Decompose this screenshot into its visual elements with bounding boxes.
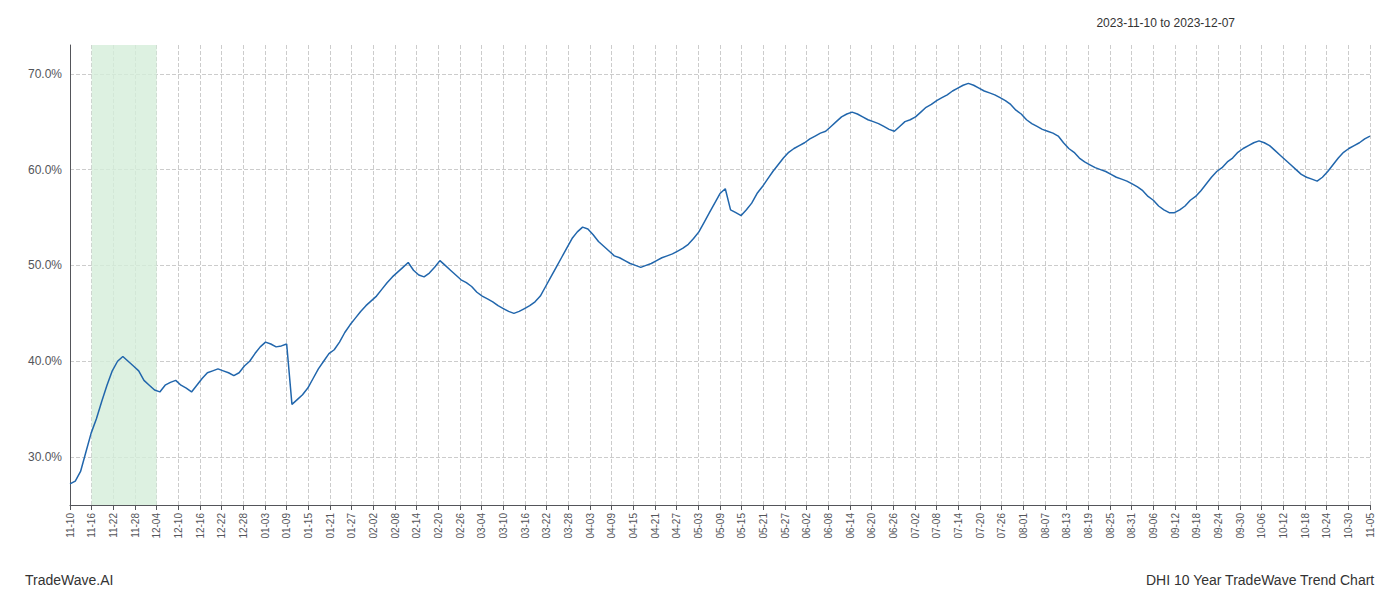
svg-text:05-21: 05-21 xyxy=(758,513,769,539)
svg-text:50.0%: 50.0% xyxy=(28,258,62,272)
svg-text:01-15: 01-15 xyxy=(303,513,314,539)
svg-text:05-09: 05-09 xyxy=(715,513,726,539)
svg-text:04-27: 04-27 xyxy=(671,513,682,539)
svg-text:10-06: 10-06 xyxy=(1256,513,1267,539)
svg-text:11-28: 11-28 xyxy=(130,513,141,538)
svg-text:08-07: 08-07 xyxy=(1040,513,1051,539)
svg-text:03-16: 03-16 xyxy=(520,513,531,539)
svg-text:07-20: 07-20 xyxy=(975,513,986,539)
svg-text:07-02: 07-02 xyxy=(910,513,921,539)
svg-text:DHI 10 Year TradeWave Trend Ch: DHI 10 Year TradeWave Trend Chart xyxy=(1146,572,1374,588)
svg-text:05-15: 05-15 xyxy=(736,513,747,539)
svg-text:05-27: 05-27 xyxy=(780,513,791,539)
svg-text:09-06: 09-06 xyxy=(1148,513,1159,539)
svg-text:08-25: 08-25 xyxy=(1105,513,1116,539)
svg-text:10-30: 10-30 xyxy=(1343,513,1354,539)
svg-text:03-10: 03-10 xyxy=(498,513,509,539)
svg-text:08-01: 08-01 xyxy=(1018,513,1029,539)
svg-text:06-02: 06-02 xyxy=(801,513,812,539)
svg-text:TradeWave.AI: TradeWave.AI xyxy=(25,572,113,588)
svg-text:70.0%: 70.0% xyxy=(28,67,62,81)
svg-text:03-28: 03-28 xyxy=(563,513,574,539)
svg-text:11-16: 11-16 xyxy=(86,513,97,538)
svg-text:06-14: 06-14 xyxy=(845,513,856,539)
svg-text:06-20: 06-20 xyxy=(866,513,877,539)
svg-text:07-08: 07-08 xyxy=(931,513,942,539)
svg-text:01-27: 01-27 xyxy=(346,513,357,539)
svg-text:2023-11-10 to 2023-12-07: 2023-11-10 to 2023-12-07 xyxy=(1096,16,1235,30)
svg-text:03-04: 03-04 xyxy=(476,513,487,539)
svg-text:03-22: 03-22 xyxy=(541,513,552,539)
svg-text:08-19: 08-19 xyxy=(1083,513,1094,539)
svg-text:40.0%: 40.0% xyxy=(28,354,62,368)
svg-text:09-12: 09-12 xyxy=(1170,513,1181,539)
svg-text:04-09: 04-09 xyxy=(606,513,617,539)
svg-text:30.0%: 30.0% xyxy=(28,450,62,464)
svg-text:09-24: 09-24 xyxy=(1213,513,1224,539)
svg-text:06-26: 06-26 xyxy=(888,513,899,539)
svg-text:01-09: 01-09 xyxy=(281,513,292,539)
svg-text:02-14: 02-14 xyxy=(411,513,422,539)
svg-text:12-22: 12-22 xyxy=(216,513,227,539)
svg-text:07-26: 07-26 xyxy=(996,513,1007,539)
svg-text:12-10: 12-10 xyxy=(173,513,184,539)
svg-text:04-21: 04-21 xyxy=(650,513,661,539)
svg-text:10-24: 10-24 xyxy=(1321,513,1332,539)
svg-text:10-18: 10-18 xyxy=(1300,513,1311,539)
svg-text:09-30: 09-30 xyxy=(1235,513,1246,539)
svg-text:06-08: 06-08 xyxy=(823,513,834,539)
svg-text:02-02: 02-02 xyxy=(368,513,379,539)
svg-text:09-18: 09-18 xyxy=(1191,513,1202,539)
svg-text:08-13: 08-13 xyxy=(1061,513,1072,539)
svg-text:02-26: 02-26 xyxy=(455,513,466,539)
svg-text:12-28: 12-28 xyxy=(238,513,249,539)
svg-text:10-12: 10-12 xyxy=(1278,513,1289,539)
svg-text:12-04: 12-04 xyxy=(151,513,162,539)
svg-text:07-14: 07-14 xyxy=(953,513,964,539)
svg-text:01-21: 01-21 xyxy=(325,513,336,539)
svg-text:01-03: 01-03 xyxy=(260,513,271,539)
svg-text:11-10: 11-10 xyxy=(65,513,76,538)
svg-text:08-31: 08-31 xyxy=(1126,513,1137,539)
svg-text:12-16: 12-16 xyxy=(195,513,206,539)
svg-text:04-15: 04-15 xyxy=(628,513,639,539)
svg-text:60.0%: 60.0% xyxy=(28,163,62,177)
svg-text:11-05: 11-05 xyxy=(1365,513,1376,538)
svg-text:02-08: 02-08 xyxy=(390,513,401,539)
svg-text:11-22: 11-22 xyxy=(108,513,119,538)
svg-text:02-20: 02-20 xyxy=(433,513,444,539)
svg-text:04-03: 04-03 xyxy=(585,513,596,539)
svg-text:05-03: 05-03 xyxy=(693,513,704,539)
